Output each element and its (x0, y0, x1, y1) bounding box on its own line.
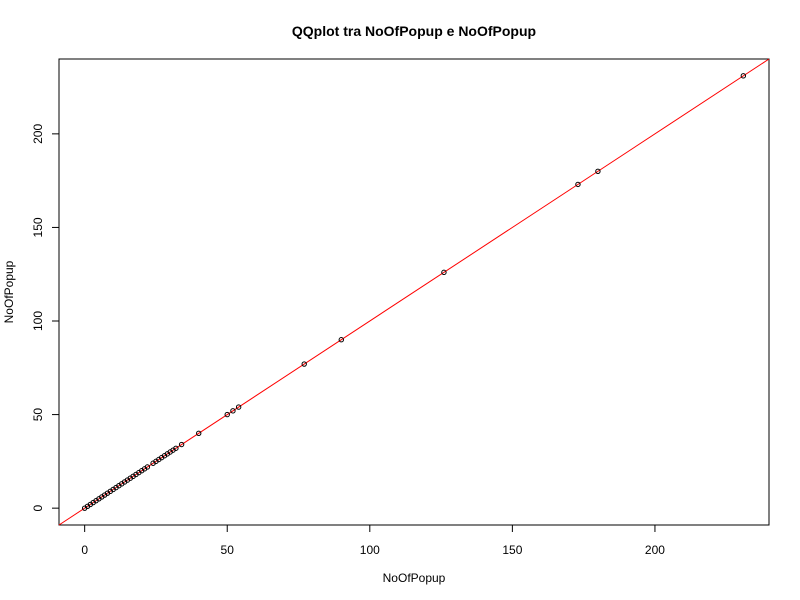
x-tick-label: 50 (221, 543, 235, 557)
x-tick-label: 150 (502, 543, 522, 557)
data-point (301, 361, 307, 367)
x-tick-label: 200 (645, 543, 665, 557)
x-axis-label: NoOfPopup (383, 571, 446, 585)
data-point (740, 73, 747, 79)
data-point (196, 430, 202, 436)
y-axis-label: NoOfPopup (2, 260, 16, 323)
y-tick-label: 150 (31, 217, 45, 237)
y-tick-label: 200 (31, 124, 45, 144)
x-tick-label: 100 (360, 543, 380, 557)
y-tick-label: 0 (31, 505, 45, 512)
data-point (173, 445, 179, 451)
y-tick-label: 100 (31, 311, 45, 331)
reference-line (58, 58, 770, 526)
data-point (144, 464, 151, 470)
data-points (81, 73, 747, 511)
data-point (230, 408, 236, 414)
x-tick-label: 0 (81, 543, 88, 557)
data-point (575, 181, 581, 188)
data-point (595, 168, 601, 174)
reference-line-group (58, 58, 770, 526)
data-point (338, 337, 344, 343)
chart-title: QQplot tra NoOfPopup e NoOfPopup (292, 23, 536, 39)
data-point (178, 441, 185, 448)
data-point (441, 269, 447, 276)
x-axis: 0 50 100 150 200 (81, 524, 665, 557)
data-point (224, 411, 230, 418)
y-axis: 0 50 100 150 200 (31, 124, 60, 512)
data-point (235, 404, 242, 410)
y-tick-label: 50 (31, 408, 45, 422)
